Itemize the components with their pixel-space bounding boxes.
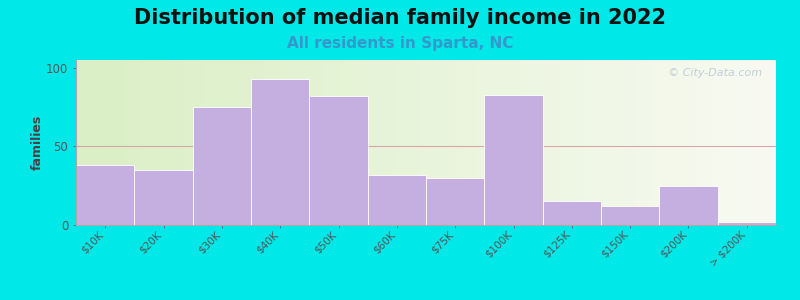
Text: Distribution of median family income in 2022: Distribution of median family income in … (134, 8, 666, 28)
Bar (193, 107, 251, 225)
Bar (368, 175, 426, 225)
Bar (659, 186, 718, 225)
Y-axis label: families: families (30, 115, 43, 170)
Text: All residents in Sparta, NC: All residents in Sparta, NC (287, 36, 513, 51)
Bar (251, 79, 310, 225)
Bar (310, 96, 368, 225)
Bar (601, 206, 659, 225)
Bar (426, 178, 484, 225)
Bar (484, 94, 542, 225)
Bar (542, 201, 601, 225)
Bar (76, 165, 134, 225)
Bar (718, 222, 776, 225)
Text: © City-Data.com: © City-Data.com (668, 68, 762, 78)
Bar (134, 170, 193, 225)
